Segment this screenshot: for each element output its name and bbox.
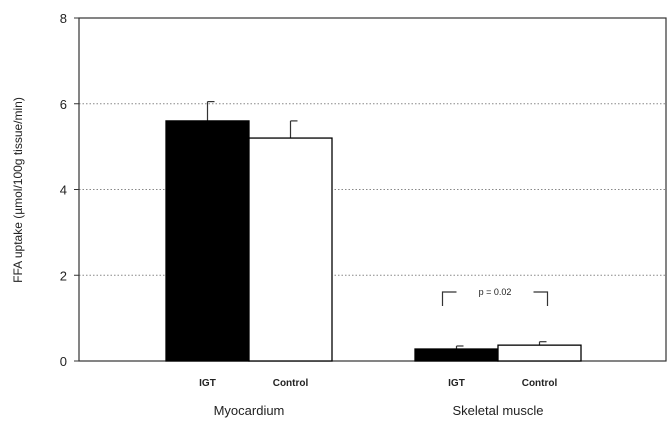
group-label: Myocardium	[214, 403, 285, 418]
group-label: Skeletal muscle	[452, 403, 543, 418]
y-axis-title: FFA uptake (µmol/100g tissue/min)	[11, 97, 25, 283]
y-tick-label: 4	[60, 183, 67, 198]
bar-label: IGT	[199, 378, 216, 389]
bar	[414, 348, 499, 362]
bar-label: IGT	[448, 378, 465, 389]
bar	[497, 344, 582, 362]
y-tick-label: 8	[60, 11, 67, 26]
bars	[165, 101, 582, 362]
y-axis-ticks: 0 2 4 6 8	[60, 11, 79, 369]
y-tick-label: 0	[60, 354, 67, 369]
y-tick-label: 6	[60, 97, 67, 112]
p-value-label: p = 0.02	[479, 287, 512, 297]
significance-annotation: p = 0.02	[441, 287, 549, 306]
bar	[248, 137, 333, 362]
bar-label: Control	[522, 378, 558, 389]
bar	[165, 120, 250, 362]
significance-bracket	[441, 291, 549, 306]
y-tick-label: 2	[60, 268, 67, 283]
bar-label: Control	[273, 378, 309, 389]
category-labels: IGT Control Myocardium IGT Control Skeletal m…	[199, 378, 557, 418]
